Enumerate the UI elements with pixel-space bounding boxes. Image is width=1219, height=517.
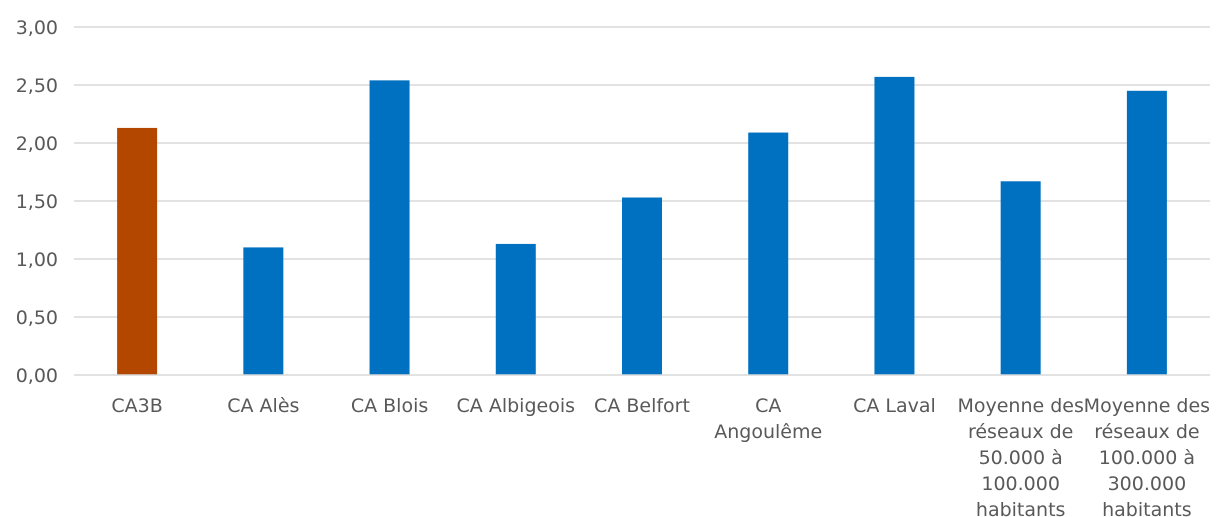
- x-category-label-line: CA Alès: [227, 395, 299, 417]
- x-category-label-line: habitants: [976, 499, 1066, 517]
- x-category-label-line: CA3B: [111, 395, 162, 417]
- x-category-label-line: 100.000 à: [1099, 447, 1195, 469]
- x-category-label: CA Laval: [853, 395, 936, 417]
- x-category-label: Moyenne des réseaux de 50.000 à 100.000 habi…: [957, 395, 1083, 517]
- x-category-label-line: CA Blois: [351, 395, 428, 417]
- y-tick-label: 0,00: [16, 365, 58, 387]
- bar: [117, 127, 158, 375]
- bar: [874, 76, 915, 375]
- y-tick-label: 1,00: [16, 249, 58, 271]
- x-category-label-line: CA Belfort: [594, 395, 690, 417]
- y-axis-tick-labels: 0,00 0,50 1,00 1,50 2,00 2,50 3,00: [16, 17, 58, 387]
- bar: [748, 132, 789, 375]
- y-tick-label: 3,00: [16, 17, 58, 39]
- x-category-label-line: réseaux de: [1094, 421, 1199, 443]
- bars: [117, 76, 1167, 376]
- x-category-label-line: Moyenne des: [1084, 395, 1210, 417]
- x-category-label-line: CA Albigeois: [457, 395, 575, 417]
- x-category-label-line: 300.000: [1108, 473, 1187, 495]
- x-category-label-line: CA: [755, 395, 781, 417]
- x-category-label-line: Angoulême: [714, 421, 822, 443]
- x-category-label: CA3B: [111, 395, 162, 417]
- x-category-label-line: 100.000: [981, 473, 1060, 495]
- y-tick-label: 2,50: [16, 75, 58, 97]
- x-category-label-line: CA Laval: [853, 395, 936, 417]
- x-category-label: CA Alès: [227, 395, 299, 417]
- x-category-label: CA Albigeois: [457, 395, 575, 417]
- bar: [369, 80, 410, 376]
- x-category-label-line: 50.000 à: [979, 447, 1063, 469]
- bar: [243, 247, 284, 375]
- y-tick-label: 1,50: [16, 191, 58, 213]
- bar: [495, 243, 536, 375]
- x-axis-category-labels: CA3B CA Alès CA Blois CA Albigeois CA Belfor…: [111, 395, 1210, 517]
- x-category-label: Moyenne des réseaux de 100.000 à 300.000 hab…: [1084, 395, 1210, 517]
- y-tick-label: 0,50: [16, 307, 58, 329]
- bar: [1126, 90, 1167, 376]
- x-category-label: CA Angoulême: [714, 395, 822, 443]
- bar: [1000, 181, 1041, 375]
- x-category-label-line: réseaux de: [968, 421, 1073, 443]
- x-category-label: CA Blois: [351, 395, 428, 417]
- x-category-label: CA Belfort: [594, 395, 690, 417]
- x-category-label-line: Moyenne des: [957, 395, 1083, 417]
- bar: [622, 197, 662, 375]
- x-category-label-line: habitants: [1102, 499, 1192, 517]
- y-tick-label: 2,00: [16, 133, 58, 155]
